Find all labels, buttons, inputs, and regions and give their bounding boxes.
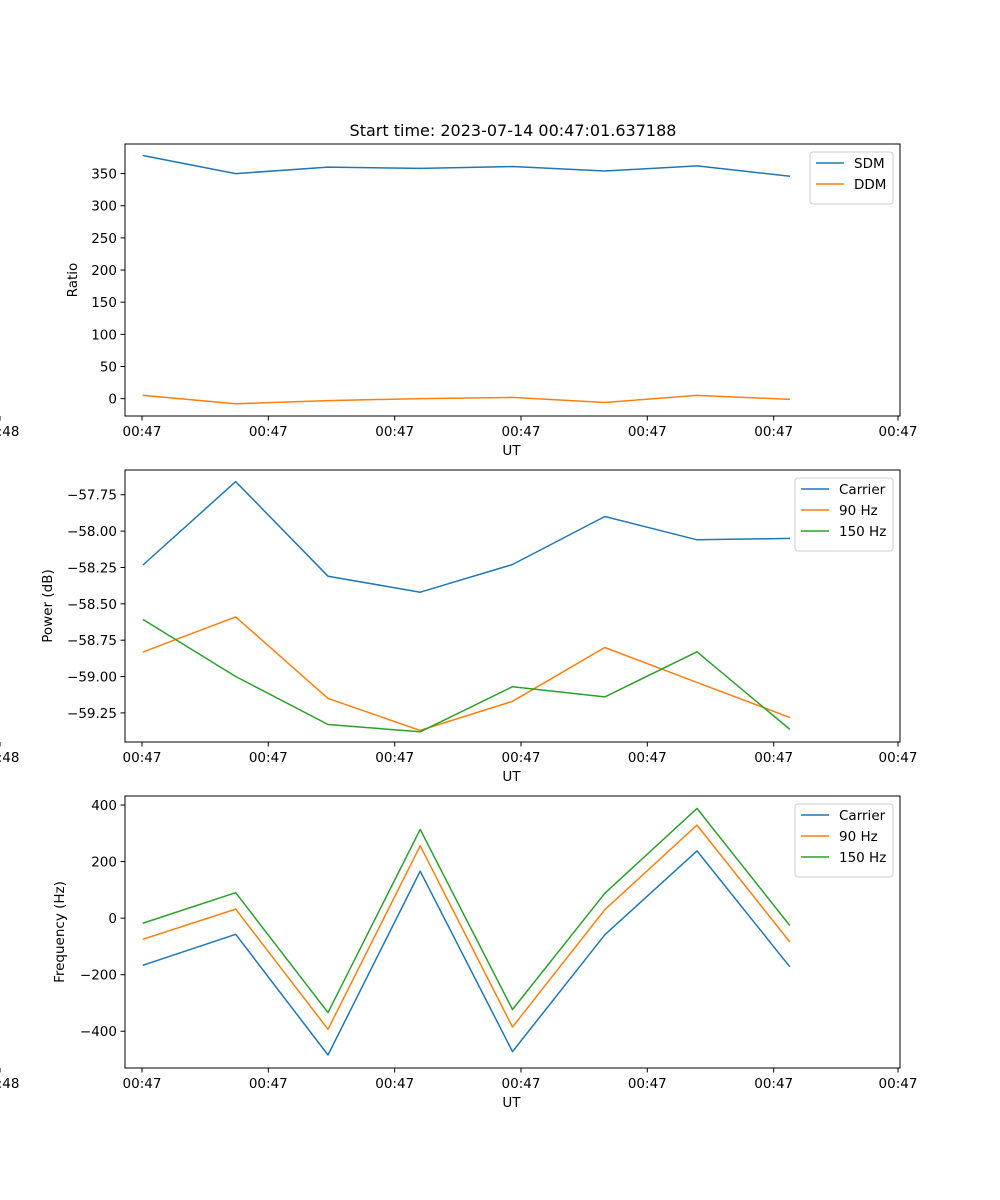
series-line-carrier [142, 480, 791, 593]
y-tick-label: 0 [108, 392, 117, 408]
y-tick-label: 300 [91, 199, 117, 215]
x-tick-label: 00:47 [249, 424, 288, 440]
y-tick-label: −59.00 [67, 670, 117, 686]
axes-frame [124, 469, 901, 743]
x-tick-label: 00:47 [123, 424, 162, 440]
legend-label-carrier: Carrier [839, 482, 886, 498]
y-tick-label: −200 [80, 968, 117, 984]
legend-label-carrier: Carrier [839, 808, 886, 824]
series-line-150-hz [142, 618, 791, 733]
y-tick-label: 400 [91, 798, 117, 814]
x-tick-label: 00:47 [375, 1076, 414, 1092]
y-tick-label: 0 [108, 911, 117, 927]
y-tick-label: 350 [91, 167, 117, 183]
frequency-panel: 00:47 00:47 00:47 00:47 00:47 00:47 00:47 00:48… [0, 795, 918, 1111]
series-line-sdm [142, 154, 791, 178]
y-axis-label: Power (dB) [40, 569, 56, 642]
y-tick-label: −58.00 [67, 524, 117, 540]
legend-box [809, 151, 894, 205]
x-tick-label: 00:47 [754, 424, 793, 440]
y-tick-label: 200 [91, 263, 117, 279]
x-tick-label: 00:47 [375, 750, 414, 766]
legend-label-90-hz: 90 Hz [839, 503, 878, 519]
x-tick-label: 00:47 [628, 424, 667, 440]
y-tick-label: −58.25 [67, 560, 117, 576]
y-tick-label: −59.25 [67, 706, 117, 722]
x-tick-label: 00:47 [879, 1076, 918, 1092]
y-axis-label: Ratio [65, 263, 81, 298]
x-axis-label: UT [502, 1095, 521, 1111]
y-tick-label: 50 [100, 359, 117, 375]
axes-frame [124, 795, 901, 1069]
ratio-panel: 00:47 00:47 00:47 00:47 00:47 00:47 00:47 00:48… [0, 143, 918, 459]
legend-label-sdm: SDM [854, 156, 885, 172]
x-tick-label: 00:47 [502, 750, 541, 766]
x-tick-label: 00:47 [249, 1076, 288, 1092]
series-line-90-hz [142, 616, 791, 732]
x-tick-label: 00:47 [628, 750, 667, 766]
y-tick-label: 250 [91, 231, 117, 247]
x-tick-label: 00:47 [249, 750, 288, 766]
power-panel: 00:47 00:47 00:47 00:47 00:47 00:47 00:47 00:48… [0, 469, 918, 785]
x-axis-label: UT [502, 769, 521, 785]
legend-box [794, 477, 894, 552]
x-tick-label: 00:47 [123, 750, 162, 766]
series-line-90-hz [142, 824, 791, 1031]
series-line-ddm [142, 394, 791, 405]
series-line-carrier [142, 850, 791, 1056]
y-tick-label: −400 [80, 1024, 117, 1040]
x-tick-label: 00:47 [754, 750, 793, 766]
x-tick-label: 00:47 [879, 424, 918, 440]
x-axis-label: UT [502, 443, 521, 459]
x-tick-label: 00:47 [628, 1076, 667, 1092]
x-tick-label: 00:48 [0, 1076, 19, 1092]
axes-frame [124, 143, 901, 417]
series-line-150-hz [142, 807, 791, 1014]
x-tick-label: 00:47 [375, 424, 414, 440]
legend-box [794, 803, 894, 878]
y-tick-label: 150 [91, 295, 117, 311]
y-tick-label: 100 [91, 327, 117, 343]
y-tick-label: 200 [91, 855, 117, 871]
y-tick-label: −58.50 [67, 597, 117, 613]
figure-title: Start time: 2023-07-14 00:47:01.637188 [350, 121, 677, 140]
x-tick-label: 00:47 [879, 750, 918, 766]
legend-label-150-hz: 150 Hz [839, 850, 886, 866]
y-tick-label: −57.75 [67, 488, 117, 504]
y-axis-label: Frequency (Hz) [52, 881, 68, 983]
legend-label-90-hz: 90 Hz [839, 829, 878, 845]
legend-label-ddm: DDM [854, 177, 886, 193]
x-tick-label: 00:47 [754, 1076, 793, 1092]
y-tick-label: −58.75 [67, 633, 117, 649]
x-tick-label: 00:48 [0, 424, 19, 440]
x-tick-label: 00:47 [502, 424, 541, 440]
x-tick-label: 00:48 [0, 750, 19, 766]
x-tick-label: 00:47 [502, 1076, 541, 1092]
x-tick-label: 00:47 [123, 1076, 162, 1092]
legend-label-150-hz: 150 Hz [839, 524, 886, 540]
